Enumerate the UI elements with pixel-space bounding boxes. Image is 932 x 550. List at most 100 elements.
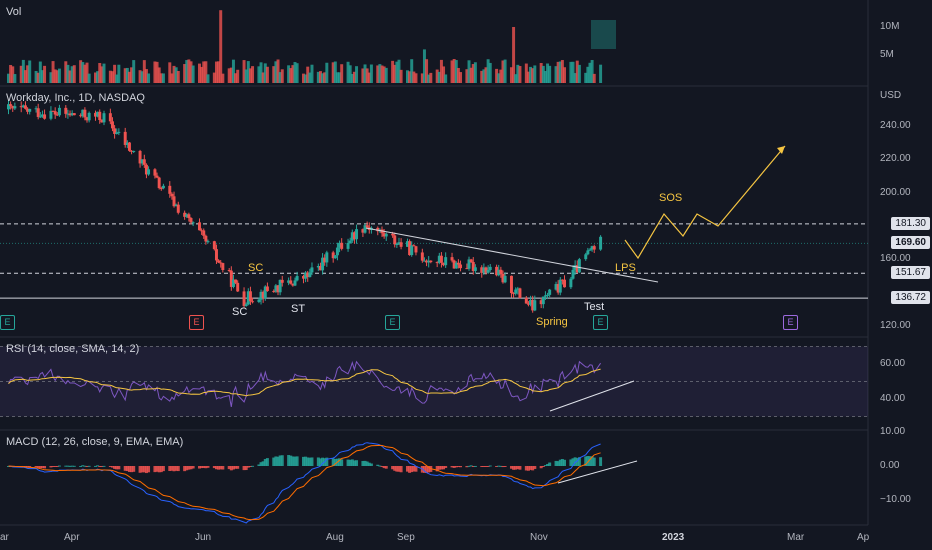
candle-body	[571, 269, 575, 279]
volume-bar	[340, 64, 344, 83]
candle-body	[335, 247, 339, 256]
earnings-badge-2[interactable]: E	[189, 315, 204, 330]
macd-histogram-bar	[187, 466, 191, 470]
candle-body	[588, 249, 592, 251]
volume-bar	[575, 60, 579, 83]
candle-body	[541, 296, 545, 305]
macd-histogram-bar	[318, 458, 322, 466]
volume-bar	[28, 60, 32, 83]
volume-bar	[365, 68, 369, 83]
volume-bar	[531, 68, 535, 83]
candle-body	[348, 240, 352, 244]
earnings-badge-5[interactable]: E	[783, 315, 798, 330]
macd-histogram-bar	[465, 466, 469, 468]
macd-histogram-bar	[140, 466, 144, 473]
macd-histogram-bar	[533, 466, 537, 469]
volume-bar	[395, 61, 399, 83]
volume-bar	[96, 71, 100, 83]
candle-body	[206, 241, 210, 243]
volume-bar	[384, 67, 388, 83]
volume-bar	[144, 69, 148, 83]
time-label-3: Aug	[326, 532, 344, 543]
volume-bar	[174, 67, 178, 83]
volume-bar	[348, 65, 352, 83]
annotation-sc-lower: SC	[232, 306, 248, 318]
macd-histogram-bar	[548, 462, 552, 466]
volume-bar	[316, 71, 320, 83]
volume-bar	[183, 64, 187, 83]
candle-body	[321, 257, 325, 271]
candle-body	[53, 111, 57, 115]
candle-body	[132, 150, 136, 152]
volume-bar	[123, 68, 127, 83]
earnings-badge-3[interactable]: E	[385, 315, 400, 330]
volume-bar	[558, 61, 562, 83]
macd-histogram-bar	[276, 456, 280, 466]
macd-histogram-bar	[333, 458, 337, 466]
candle-body	[439, 255, 443, 263]
macd-histogram-bar	[280, 455, 284, 466]
candle-body	[72, 113, 76, 116]
macd-histogram-bar	[450, 466, 454, 468]
volume-bar	[187, 59, 191, 83]
macd-histogram-bar	[346, 459, 350, 466]
volume-bar	[393, 64, 397, 83]
candle-body	[412, 245, 416, 247]
volume-bar	[147, 73, 151, 83]
candle-body	[563, 279, 567, 288]
macd-histogram-bar	[206, 466, 210, 468]
candle-body	[546, 294, 550, 296]
volume-bar	[43, 65, 47, 83]
macd-histogram-bar	[569, 459, 573, 466]
macd-histogram-bar	[38, 466, 42, 469]
volume-bar	[569, 61, 573, 83]
macd-histogram-bar	[408, 466, 412, 473]
candle-body	[280, 279, 284, 283]
candle-body	[323, 257, 327, 263]
macd-histogram-bar	[425, 466, 429, 473]
volume-bar	[539, 63, 543, 83]
candle-body	[499, 269, 503, 274]
volume-bar	[191, 65, 195, 83]
macd-histogram-bar	[501, 466, 505, 468]
candle-body	[172, 196, 176, 207]
volume-bar	[437, 71, 441, 83]
volume-bar	[142, 60, 146, 83]
candle-body	[482, 267, 486, 273]
volume-bar	[325, 62, 329, 83]
candle-body	[558, 279, 562, 293]
candle-body	[36, 108, 40, 117]
macd-histogram-bar	[410, 466, 414, 473]
volume-bar	[272, 66, 276, 83]
earnings-badge-1[interactable]: E	[0, 315, 15, 330]
candle-body	[486, 269, 490, 273]
candle-body	[214, 249, 218, 261]
candle-body	[308, 272, 312, 278]
macd-histogram-bar	[259, 462, 263, 466]
macd-histogram-bar	[546, 463, 550, 466]
candle-body	[384, 233, 388, 237]
candle-body	[96, 111, 100, 117]
macd-histogram-bar	[244, 466, 248, 471]
macd-histogram-bar	[287, 455, 291, 466]
volume-bar	[185, 60, 189, 83]
candle-body	[575, 265, 579, 273]
volume-bar	[49, 72, 53, 83]
candle-body	[98, 111, 102, 121]
earnings-badge-4[interactable]: E	[593, 315, 608, 330]
candle-body	[467, 259, 471, 269]
volume-bar	[546, 63, 550, 83]
macd-histogram-bar	[272, 457, 276, 466]
macd-histogram-bar	[36, 466, 40, 468]
candle-body	[110, 121, 114, 129]
macd-histogram-bar	[293, 456, 297, 466]
volume-bar	[55, 70, 59, 83]
candle-body	[64, 107, 68, 114]
candle-body	[422, 260, 426, 262]
volume-bar	[444, 74, 448, 83]
macd-histogram-bar	[512, 466, 516, 470]
candle-body	[38, 116, 42, 118]
macd-histogram-bar	[202, 466, 206, 469]
